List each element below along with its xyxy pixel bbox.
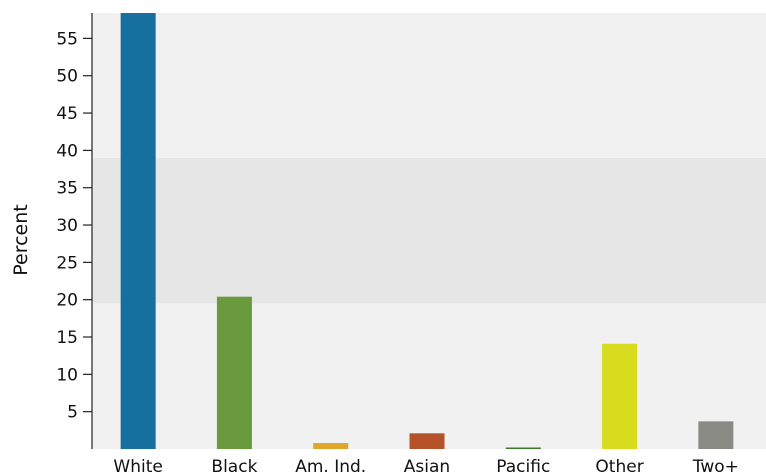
y-tick-label: 50 xyxy=(56,67,78,87)
bar-white xyxy=(121,13,156,449)
background-bands xyxy=(92,13,766,449)
bar-two xyxy=(698,421,733,449)
background-band xyxy=(92,13,766,158)
x-category-label: Pacific xyxy=(496,457,550,476)
bar-pacific xyxy=(506,448,541,449)
x-category-label: Two+ xyxy=(692,457,739,476)
y-tick-label: 20 xyxy=(56,291,78,311)
x-category-label: Am. Ind. xyxy=(295,457,366,476)
bar-black xyxy=(217,297,252,449)
y-axis-ticks: 5 10 15 20 25 30 35 40 45 50 55 xyxy=(56,29,92,422)
y-tick-label: 30 xyxy=(56,216,78,236)
x-category-label: Asian xyxy=(404,457,450,476)
y-tick-label: 35 xyxy=(56,179,78,199)
x-category-label: Other xyxy=(595,457,643,476)
background-band xyxy=(92,158,766,304)
y-tick-label: 45 xyxy=(56,104,78,124)
y-axis-title: Percent xyxy=(10,204,32,276)
y-tick-label: 10 xyxy=(56,365,78,385)
x-category-label: White xyxy=(113,457,162,476)
background-band xyxy=(92,303,766,449)
y-tick-label: 40 xyxy=(56,141,78,161)
x-category-label: Black xyxy=(211,457,257,476)
y-tick-label: 15 xyxy=(56,328,78,348)
x-axis-labels: White Black Am. Ind. Asian Pacific Other Two+ xyxy=(113,457,738,476)
bar-other xyxy=(602,344,637,449)
y-tick-label: 55 xyxy=(56,29,78,49)
bar-asian xyxy=(410,433,445,449)
bar-am-ind xyxy=(313,443,348,449)
y-tick-label: 25 xyxy=(56,253,78,273)
y-tick-label: 5 xyxy=(67,403,78,423)
